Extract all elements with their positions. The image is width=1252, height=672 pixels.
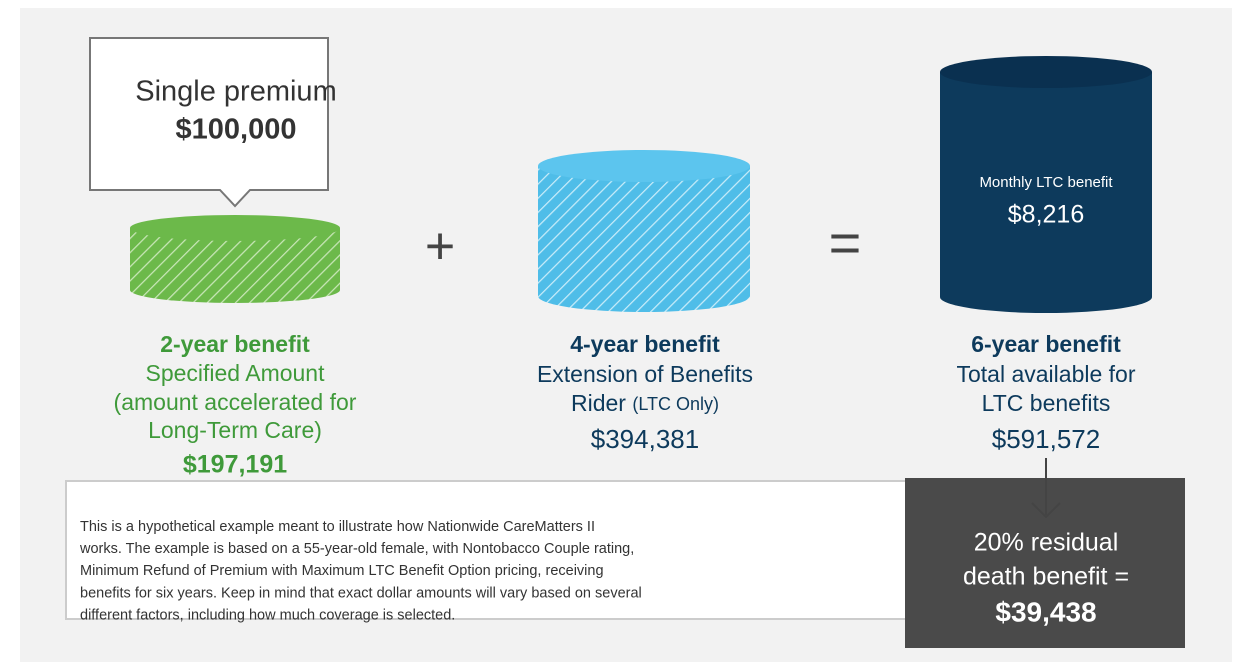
line: Long-Term Care): [148, 417, 322, 443]
disclaimer-line: works. The example is based on a 55-year…: [79, 541, 634, 557]
residual-line: 20% residual: [974, 529, 1119, 557]
callout: Single premium $100,000: [90, 38, 337, 206]
residual-line: death benefit =: [963, 563, 1129, 591]
line: Rider (LTC Only): [571, 390, 719, 416]
line: LTC benefits: [982, 390, 1111, 416]
callout-amount: $100,000: [176, 114, 297, 146]
blue-cylinder: [538, 150, 750, 312]
infographic: Single premium $100,000 + = Monthly LTC …: [0, 0, 1252, 672]
heading: 4-year benefit: [570, 331, 720, 357]
line: Extension of Benefits: [537, 361, 753, 387]
amount: $591,572: [992, 424, 1100, 454]
disclaimer-line: different factors, including how much co…: [80, 608, 455, 624]
amount: $197,191: [183, 451, 287, 479]
disclaimer-line: Minimum Refund of Premium with Maximum L…: [80, 563, 604, 579]
equals: =: [829, 211, 862, 274]
line-note: (LTC Only): [632, 394, 719, 414]
plus: +: [425, 218, 455, 276]
amount: $394,381: [591, 424, 699, 454]
callout-label: Single premium: [135, 76, 336, 108]
disclaimer-line: This is a hypothetical example meant to …: [80, 519, 595, 535]
line: Specified Amount: [145, 360, 325, 386]
cylinder-label: Monthly LTC benefit: [979, 174, 1113, 191]
navy-cylinder: Monthly LTC benefit $8,216: [940, 56, 1152, 313]
residual-amount: $39,438: [995, 596, 1096, 627]
cylinder-amount: $8,216: [1008, 201, 1084, 229]
line-main: Rider: [571, 390, 626, 416]
line: Total available for: [957, 361, 1136, 387]
line: (amount accelerated for: [114, 389, 357, 415]
green-cylinder: [130, 215, 340, 303]
heading: 6-year benefit: [971, 331, 1121, 357]
heading: 2-year benefit: [160, 331, 310, 357]
disclaimer-line: benefits for six years. Keep in mind tha…: [80, 585, 642, 601]
